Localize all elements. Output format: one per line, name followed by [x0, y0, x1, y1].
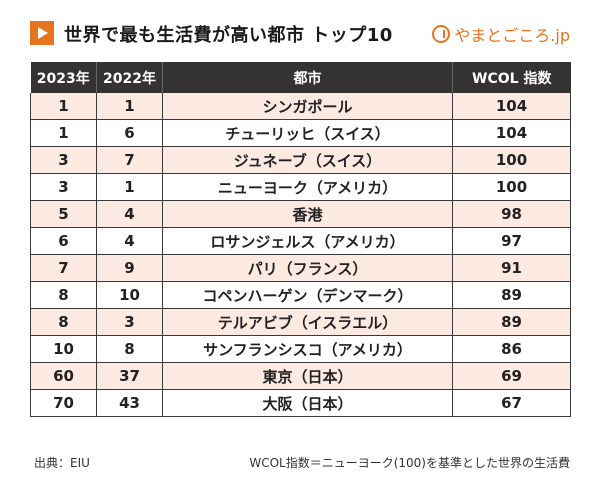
wcol-index-cell: 100	[452, 146, 571, 174]
rank-2022-cell: 4	[96, 200, 163, 228]
table-row: 70 43 大阪（日本） 67	[30, 389, 571, 417]
wcol-index-cell: 100	[452, 173, 571, 201]
rank-2022-cell: 10	[96, 281, 163, 309]
city-cell: サンフランシスコ（アメリカ）	[162, 335, 453, 363]
rank-2022-cell: 9	[96, 254, 163, 282]
table-row: 5 4 香港 98	[30, 200, 571, 228]
wcol-index-cell: 91	[452, 254, 571, 282]
city-cell: 東京（日本）	[162, 362, 453, 390]
table-row: 6 4 ロサンジェルス（アメリカ） 97	[30, 227, 571, 255]
rank-2023-cell: 1	[30, 119, 97, 147]
wcol-index-cell: 104	[452, 93, 571, 120]
city-cell: シンガポール	[162, 93, 453, 120]
wcol-index-cell: 98	[452, 200, 571, 228]
rank-2023-cell: 3	[30, 146, 97, 174]
wcol-index-cell: 67	[452, 389, 571, 417]
city-cell: ニューヨーク（アメリカ）	[162, 173, 453, 201]
rank-2023-cell: 70	[30, 389, 97, 417]
table-row: 3 7 ジュネーブ（スイス） 100	[30, 146, 571, 174]
city-cell: ロサンジェルス（アメリカ）	[162, 227, 453, 255]
city-cell: テルアビブ（イスラエル）	[162, 308, 453, 336]
cost-of-living-table: 2023年 2022年 都市 WCOL 指数 1 1 シンガポール 104 1 6 チューリ…	[30, 62, 571, 417]
rank-2023-cell: 6	[30, 227, 97, 255]
table-body: 1 1 シンガポール 104 1 6 チューリッヒ（スイス） 104 3 7 ジュネーブ（スイス） 1…	[30, 93, 571, 417]
rank-2022-cell: 4	[96, 227, 163, 255]
wcol-index-cell: 104	[452, 119, 571, 147]
table-row: 10 8 サンフランシスコ（アメリカ） 86	[30, 335, 571, 363]
rank-2023-cell: 8	[30, 308, 97, 336]
table-header-row: 2023年 2022年 都市 WCOL 指数	[30, 62, 571, 93]
table-row: 1 1 シンガポール 104	[30, 93, 571, 120]
rank-2022-cell: 43	[96, 389, 163, 417]
table-row: 7 9 パリ（フランス） 91	[30, 254, 571, 282]
header: 世界で最も生活費が高い都市 トップ10 やまとごころ.jp	[30, 18, 570, 48]
wcol-index-cell: 89	[452, 308, 571, 336]
rank-2022-cell: 7	[96, 146, 163, 174]
city-cell: ジュネーブ（スイス）	[162, 146, 453, 174]
footnote: WCOL指数＝ニューヨーク(100)を基準とした世界の生活費	[249, 456, 570, 470]
rank-2022-cell: 8	[96, 335, 163, 363]
column-header-2023: 2023年	[30, 62, 97, 93]
column-header-city: 都市	[162, 62, 453, 93]
city-cell: チューリッヒ（スイス）	[162, 119, 453, 147]
rank-2023-cell: 8	[30, 281, 97, 309]
rank-2023-cell: 7	[30, 254, 97, 282]
table-row: 8 10 コペンハーゲン（デンマーク） 89	[30, 281, 571, 309]
column-header-2022: 2022年	[96, 62, 163, 93]
wcol-index-cell: 97	[452, 227, 571, 255]
rank-2022-cell: 37	[96, 362, 163, 390]
column-header-wcol: WCOL 指数	[452, 62, 571, 93]
table-row: 60 37 東京（日本） 69	[30, 362, 571, 390]
wcol-index-cell: 86	[452, 335, 571, 363]
rank-2023-cell: 5	[30, 200, 97, 228]
source-note: 出典：EIU	[34, 456, 90, 470]
table-row: 3 1 ニューヨーク（アメリカ） 100	[30, 173, 571, 201]
play-icon	[30, 21, 54, 45]
brand-text: やまとごころ.jp	[454, 26, 570, 45]
table-row: 8 3 テルアビブ（イスラエル） 89	[30, 308, 571, 336]
rank-2022-cell: 1	[96, 93, 163, 120]
rank-2022-cell: 6	[96, 119, 163, 147]
city-cell: コペンハーゲン（デンマーク）	[162, 281, 453, 309]
rank-2023-cell: 1	[30, 93, 97, 120]
rank-2022-cell: 1	[96, 173, 163, 201]
city-cell: 大阪（日本）	[162, 389, 453, 417]
page-title: 世界で最も生活費が高い都市 トップ10	[64, 25, 393, 46]
brand-icon	[432, 25, 451, 43]
rank-2023-cell: 10	[30, 335, 97, 363]
rank-2022-cell: 3	[96, 308, 163, 336]
wcol-index-cell: 69	[452, 362, 571, 390]
table-row: 1 6 チューリッヒ（スイス） 104	[30, 119, 571, 147]
brand-logo[interactable]: やまとごころ.jp	[432, 22, 570, 46]
rank-2023-cell: 3	[30, 173, 97, 201]
city-cell: 香港	[162, 200, 453, 228]
rank-2023-cell: 60	[30, 362, 97, 390]
city-cell: パリ（フランス）	[162, 254, 453, 282]
wcol-index-cell: 89	[452, 281, 571, 309]
